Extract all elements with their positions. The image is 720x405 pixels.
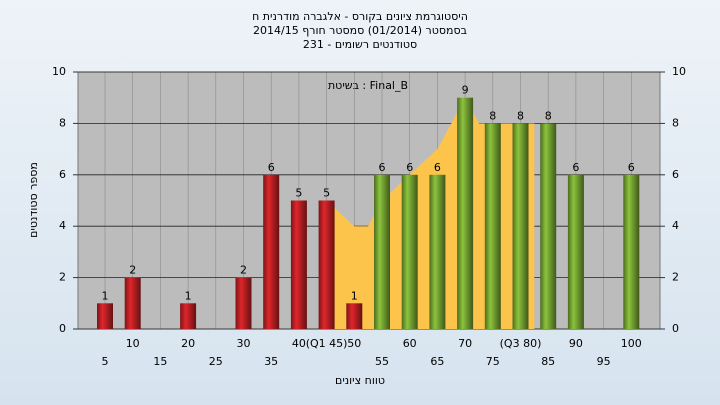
data-label: 6 <box>434 161 441 174</box>
chart-subtitle: סטודנטים רשומים - 231 <box>303 38 417 51</box>
data-label: 5 <box>295 187 302 200</box>
y-tick-label: 10 <box>52 65 66 78</box>
bar <box>124 277 141 329</box>
bar <box>263 174 280 329</box>
x-tick-label: 40 <box>292 337 306 350</box>
annotation: בשיטת : Final_B <box>328 79 408 92</box>
data-label: 5 <box>323 187 330 200</box>
bar <box>429 174 446 329</box>
data-label: 8 <box>545 109 552 122</box>
bar <box>97 303 113 329</box>
bar <box>401 174 418 329</box>
bar <box>567 174 584 329</box>
data-label: 6 <box>406 161 413 174</box>
data-label: 1 <box>351 289 358 302</box>
bar <box>457 97 474 329</box>
data-label: 8 <box>489 109 496 122</box>
y2-tick-label: 2 <box>672 271 679 284</box>
bar <box>318 200 335 329</box>
x-tick-label: 35 <box>264 355 278 368</box>
y2-tick-label: 4 <box>672 219 679 232</box>
data-label: 1 <box>102 289 109 302</box>
x-tick-label: 5 <box>102 355 109 368</box>
data-label: 6 <box>628 161 635 174</box>
x-tick-label: 50 <box>347 337 361 350</box>
y2-tick-label: 0 <box>672 322 679 335</box>
x-tick-label: 85 <box>541 355 555 368</box>
y-tick-label: 8 <box>59 116 66 129</box>
x-tick-label: (Q3 80) <box>500 337 542 350</box>
data-label: 1 <box>185 289 192 302</box>
bar <box>346 303 363 329</box>
data-label: 8 <box>517 109 524 122</box>
x-tick-label: 75 <box>486 355 500 368</box>
bar <box>512 123 529 330</box>
chart-subtitle: בסמסטר (01/2014) סמסטר חורף 2014/15 <box>253 24 467 37</box>
x-tick-label: 55 <box>375 355 389 368</box>
x-tick-label: 25 <box>209 355 223 368</box>
x-tick-label: 65 <box>430 355 444 368</box>
bar <box>180 303 197 329</box>
bar <box>540 123 557 330</box>
bar <box>623 174 640 329</box>
data-label: 9 <box>462 84 469 97</box>
x-tick-label: 30 <box>237 337 251 350</box>
x-axis-label: טווח ציונים <box>335 374 385 387</box>
y-axis-label: מספר סטודנטים <box>27 162 40 238</box>
y-tick-label: 0 <box>59 322 66 335</box>
x-tick-label: 20 <box>181 337 195 350</box>
y2-tick-label: 10 <box>672 65 686 78</box>
x-tick-label: 15 <box>153 355 167 368</box>
x-tick-label: 95 <box>597 355 611 368</box>
y-tick-label: 2 <box>59 271 66 284</box>
bar <box>484 123 501 330</box>
y-tick-label: 6 <box>59 168 66 181</box>
bar <box>374 174 390 329</box>
y2-tick-label: 6 <box>672 168 679 181</box>
bar <box>235 277 252 329</box>
data-label: 6 <box>268 161 275 174</box>
data-label: 6 <box>379 161 386 174</box>
bar <box>290 200 307 329</box>
chart-title: היסטוגרמת ציונים בקורס - אלגברה מודרנית … <box>252 10 468 23</box>
x-tick-label: 100 <box>621 337 642 350</box>
x-tick-label: 70 <box>458 337 472 350</box>
data-label: 2 <box>129 264 136 277</box>
x-tick-label: 10 <box>126 337 140 350</box>
y-tick-label: 4 <box>59 219 66 232</box>
y2-tick-label: 8 <box>672 116 679 129</box>
x-tick-label: (Q1 45) <box>306 337 348 350</box>
x-tick-label: 90 <box>569 337 583 350</box>
data-label: 6 <box>572 161 579 174</box>
x-tick-label: 60 <box>403 337 417 350</box>
data-label: 2 <box>240 264 247 277</box>
